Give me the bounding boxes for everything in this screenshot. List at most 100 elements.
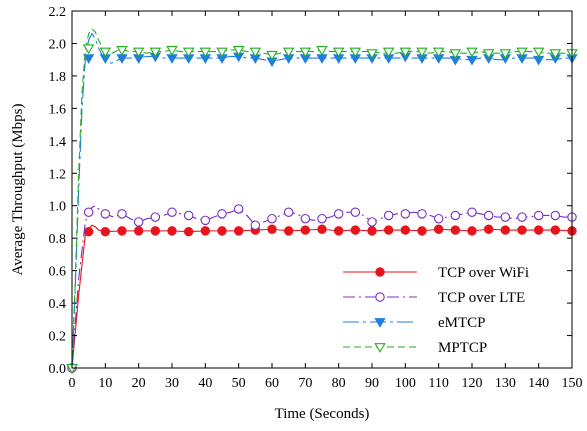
series-emtcp xyxy=(66,32,578,374)
data-point-marker xyxy=(467,207,477,217)
data-point-marker xyxy=(133,226,144,236)
legend-label: TCP over LTE xyxy=(438,290,525,306)
data-point-marker xyxy=(316,54,328,64)
data-point-marker xyxy=(533,225,544,235)
data-point-marker xyxy=(233,226,244,236)
data-point-marker xyxy=(383,210,394,221)
data-point-marker xyxy=(100,209,111,219)
data-point-marker xyxy=(482,49,495,60)
data-point-marker xyxy=(500,225,511,235)
x-tick-label: 150 xyxy=(562,376,583,391)
data-point-marker xyxy=(332,47,345,58)
data-point-marker xyxy=(182,47,195,58)
data-point-marker xyxy=(82,44,95,55)
data-point-marker xyxy=(499,49,512,60)
data-point-marker xyxy=(350,225,361,235)
legend-item: MPTCP xyxy=(343,340,487,356)
data-point-marker xyxy=(300,225,311,235)
data-point-marker xyxy=(467,226,477,236)
data-point-marker xyxy=(416,47,428,58)
series-tcp-over-wifi xyxy=(67,224,577,373)
legend-label: TCP over WiFi xyxy=(438,265,529,281)
data-point-marker xyxy=(466,47,478,58)
data-point-marker xyxy=(149,47,162,58)
x-tick-label: 10 xyxy=(98,376,112,391)
x-tick-label: 30 xyxy=(165,376,179,391)
data-point-marker xyxy=(116,46,128,56)
data-point-marker xyxy=(283,226,294,236)
data-point-marker xyxy=(366,49,378,60)
x-tick-label: 100 xyxy=(395,376,416,391)
data-point-marker xyxy=(267,213,277,224)
data-point-marker xyxy=(99,47,112,58)
data-point-marker xyxy=(167,207,177,217)
y-tick-label: 0.0 xyxy=(49,362,67,377)
data-point-marker xyxy=(349,47,362,58)
data-point-marker xyxy=(267,224,277,234)
data-point-marker xyxy=(549,49,562,60)
data-point-marker xyxy=(266,50,278,61)
data-point-marker xyxy=(466,55,478,66)
y-axis-title: Average Throughput (Mbps) xyxy=(10,104,26,276)
data-point-marker xyxy=(249,47,262,58)
data-point-marker xyxy=(316,46,328,56)
data-point-marker xyxy=(333,226,344,236)
y-tick-label: 2.2 xyxy=(49,5,67,20)
x-tick-label: 20 xyxy=(132,376,146,391)
data-point-marker xyxy=(117,226,127,236)
y-tick-label: 1.4 xyxy=(49,135,67,150)
data-point-marker xyxy=(132,47,145,58)
data-point-marker xyxy=(200,215,211,226)
data-point-marker xyxy=(500,212,511,222)
data-point-marker xyxy=(417,209,427,219)
x-tick-label: 80 xyxy=(332,376,346,391)
data-point-marker xyxy=(150,212,161,222)
data-point-marker xyxy=(550,225,561,235)
data-point-marker xyxy=(399,47,412,58)
x-axis: 0 10 20 30 40 50 60 70 80 90 100 110 120 130 140 150 xyxy=(69,11,583,391)
data-point-marker xyxy=(232,46,245,56)
data-point-marker xyxy=(100,226,111,237)
x-axis-title: Time (Seconds) xyxy=(275,406,370,422)
data-point-marker xyxy=(432,47,445,58)
data-point-marker xyxy=(233,204,244,214)
legend-marker xyxy=(374,343,386,353)
legend-marker xyxy=(375,292,385,302)
data-point-marker xyxy=(116,54,128,64)
data-point-marker xyxy=(167,226,177,236)
data-point-marker xyxy=(200,226,211,236)
series-line xyxy=(71,32,572,369)
y-axis: 0.0 0.2 0.4 0.6 0.8 1.0 1.2 1.4 1.6 1.8 2.0 2.2 xyxy=(49,5,572,377)
data-point-marker xyxy=(433,213,444,224)
series-line xyxy=(71,27,572,369)
data-point-marker xyxy=(350,207,361,217)
x-tick-label: 0 xyxy=(69,376,76,391)
data-point-marker xyxy=(382,47,395,58)
data-point-marker xyxy=(517,212,527,222)
data-point-marker xyxy=(83,207,94,217)
x-tick-label: 50 xyxy=(232,376,246,391)
legend-label: eMTCP xyxy=(438,315,486,331)
data-point-marker xyxy=(317,224,327,234)
data-point-marker xyxy=(367,226,377,236)
data-point-marker xyxy=(532,55,545,66)
data-point-marker xyxy=(299,47,312,58)
data-point-marker xyxy=(217,226,227,236)
data-point-marker xyxy=(183,210,194,221)
x-tick-label: 130 xyxy=(495,376,516,391)
data-point-marker xyxy=(450,225,461,235)
data-point-marker xyxy=(532,47,545,58)
y-tick-label: 1.8 xyxy=(49,70,67,85)
data-point-marker xyxy=(150,226,161,236)
data-point-marker xyxy=(400,225,411,235)
y-tick-label: 1.0 xyxy=(49,200,67,215)
data-point-marker xyxy=(517,225,527,235)
data-point-marker xyxy=(400,209,411,219)
data-point-marker xyxy=(367,217,377,227)
data-point-marker xyxy=(550,210,561,221)
data-point-marker xyxy=(449,49,462,60)
y-tick-label: 0.8 xyxy=(49,232,67,247)
data-point-marker xyxy=(82,54,95,64)
plot-area-frame xyxy=(71,10,573,369)
legend: TCP over WiFi TCP over LTE eMTCP MPTCP xyxy=(343,265,529,356)
